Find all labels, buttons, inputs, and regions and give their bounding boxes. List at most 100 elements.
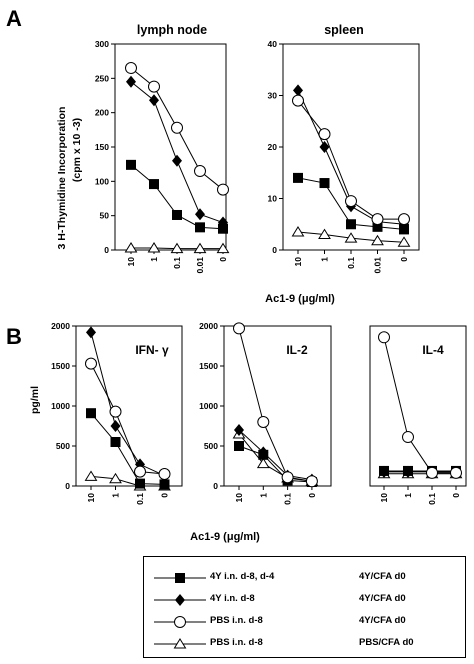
y-tick-label: 0 xyxy=(65,481,70,491)
x-tick-label: 0.01 xyxy=(195,257,205,274)
circle-marker xyxy=(174,616,186,628)
square-marker xyxy=(175,573,185,583)
x-tick-label: 10 xyxy=(234,493,244,503)
chart-title: spleen xyxy=(324,23,364,37)
legend-immunization-label: PBS/CFA d0 xyxy=(359,637,414,648)
square-marker xyxy=(149,179,159,190)
series-line xyxy=(238,445,312,483)
panel-b-ylabel: pg/ml xyxy=(29,386,41,414)
triangle-marker xyxy=(397,236,411,247)
panel-a-ylabel-line1: 3 H-Thymidine Incorporation xyxy=(56,107,68,250)
diamond-marker xyxy=(195,208,205,221)
triangle-marker xyxy=(173,638,187,649)
x-tick-label: 10 xyxy=(293,257,303,267)
y-tick-label: 0 xyxy=(213,481,218,491)
y-tick-label: 1000 xyxy=(199,401,218,411)
chart-il-4: IL-4 10 1 0.1 0 xyxy=(369,325,467,505)
legend: 4Y i.n. d-8, d-4 4Y/CFA d0 4Y i.n. d-8 4… xyxy=(143,556,466,658)
x-tick-label: 0 xyxy=(307,493,317,498)
triangle-marker xyxy=(291,226,305,237)
square-marker xyxy=(110,437,121,447)
triangle-marker xyxy=(109,472,122,484)
diamond-marker xyxy=(172,154,182,167)
legend-immunization-label: 4Y/CFA d0 xyxy=(359,615,406,626)
x-tick-label: 1 xyxy=(320,257,330,262)
diamond-marker xyxy=(403,465,413,478)
y-tick-label: 30 xyxy=(268,91,278,101)
y-tick-label: 100 xyxy=(95,176,109,186)
triangle-marker xyxy=(147,241,161,253)
triangle-marker xyxy=(170,242,184,254)
legend-row: 4Y i.n. d-8, d-4 4Y/CFA d0 xyxy=(144,567,465,589)
y-tick-label: 2000 xyxy=(199,321,218,331)
x-tick-label: 0 xyxy=(451,493,461,498)
diamond-marker xyxy=(379,465,389,478)
square-marker xyxy=(293,172,303,183)
legend-group-label: PBS i.n. d-8 xyxy=(210,637,263,648)
series-line xyxy=(238,429,312,481)
series-line xyxy=(383,337,456,474)
legend-immunization-label: 4Y/CFA d0 xyxy=(359,593,406,604)
triangle-marker xyxy=(193,242,207,254)
circle-marker xyxy=(450,466,462,479)
circle-marker xyxy=(233,322,245,335)
x-tick-label: 10 xyxy=(86,493,96,503)
y-tick-label: 0 xyxy=(104,245,109,255)
legend-group-label: 4Y i.n. d-8 xyxy=(210,593,255,604)
y-tick-label: 10 xyxy=(268,194,278,204)
x-tick-label: 10 xyxy=(379,493,389,503)
y-tick-label: 150 xyxy=(95,142,109,152)
y-tick-label: 1000 xyxy=(51,401,70,411)
series-line xyxy=(90,332,165,477)
series-line xyxy=(238,433,312,482)
y-tick-label: 500 xyxy=(204,441,218,451)
panel-a-ylabel-line2: (cpm x 10 -3) xyxy=(71,118,83,182)
triangle-marker xyxy=(216,242,230,254)
y-tick-label: 0 xyxy=(272,245,277,255)
legend-row: PBS i.n. d-8 PBS/CFA d0 xyxy=(144,633,465,655)
chart-spleen: spleen 0 10 20 30 40 10 1 0.1 0.01 0 xyxy=(268,23,420,274)
circle-marker xyxy=(257,416,270,428)
diamond-marker xyxy=(218,216,228,229)
square-marker xyxy=(195,222,205,233)
square-marker xyxy=(172,209,182,220)
diamond-marker xyxy=(258,446,269,459)
x-tick-label: 0 xyxy=(218,257,228,262)
square-marker xyxy=(86,408,96,419)
legend-diamond-marker xyxy=(154,594,206,606)
legend-triangle-marker xyxy=(154,638,206,649)
legend-group-label: 4Y i.n. d-8, d-4 xyxy=(210,571,275,582)
y-tick-label: 40 xyxy=(268,39,278,49)
circle-marker xyxy=(158,468,171,480)
circle-marker xyxy=(171,121,183,134)
diamond-marker xyxy=(234,424,244,436)
chart-title: IL-2 xyxy=(286,343,308,357)
square-marker xyxy=(135,478,145,489)
circle-marker xyxy=(194,165,206,178)
chart-ifn-gamma: IFN- γ 0 500 1000 1500 2000 10 1 0.1 0 xyxy=(51,321,183,505)
panel-a-xlabel: Ac1-9 (μg/ml) xyxy=(265,293,335,305)
x-tick-label: 0.1 xyxy=(172,257,182,269)
circle-marker xyxy=(148,80,160,93)
triangle-marker xyxy=(318,228,331,240)
legend-immunization-label: 4Y/CFA d0 xyxy=(359,571,406,582)
square-marker xyxy=(319,178,330,189)
panel-letter-a: A xyxy=(6,6,22,31)
diamond-marker xyxy=(149,94,159,107)
x-tick-label: 0 xyxy=(160,493,170,498)
diamond-marker xyxy=(319,141,330,153)
legend-row: PBS i.n. d-8 4Y/CFA d0 xyxy=(144,611,465,633)
x-tick-label: 1 xyxy=(149,257,159,262)
y-tick-label: 1500 xyxy=(51,361,70,371)
triangle-marker xyxy=(84,470,98,481)
y-tick-label: 20 xyxy=(268,142,278,152)
y-tick-label: 250 xyxy=(95,73,109,83)
series-line xyxy=(90,475,165,487)
legend-row: 4Y i.n. d-8 4Y/CFA d0 xyxy=(144,589,465,611)
legend-circle-marker xyxy=(154,616,206,628)
legend-square-marker xyxy=(154,573,206,583)
circle-marker xyxy=(109,405,122,418)
square-marker xyxy=(126,159,136,170)
circle-marker xyxy=(371,213,384,226)
triangle-marker xyxy=(371,234,384,246)
